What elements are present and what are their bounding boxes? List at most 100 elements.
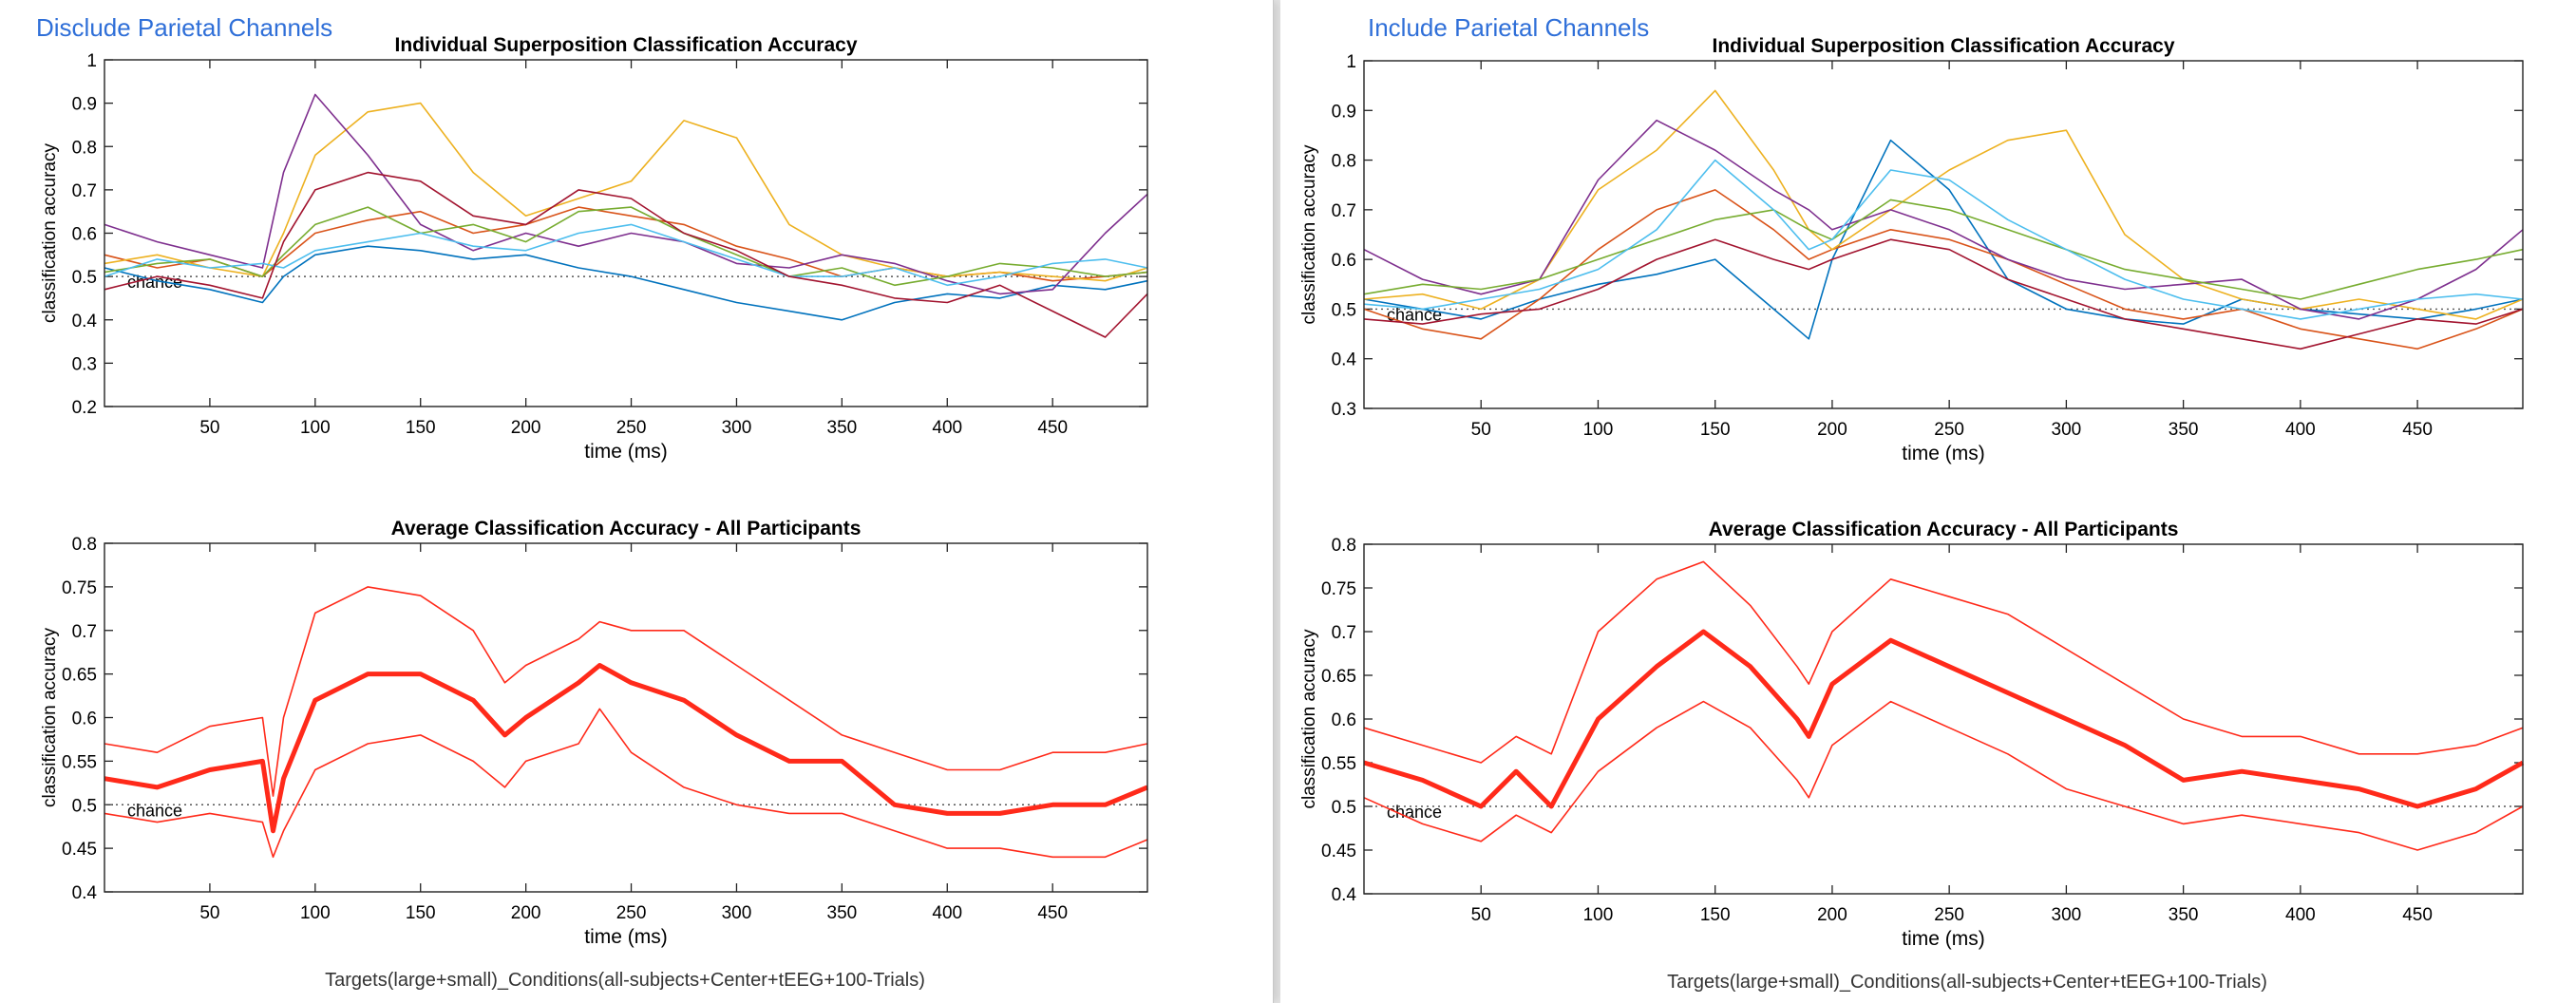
chart-title: Individual Superposition Classification … — [1713, 35, 2175, 57]
chance-label: chance — [127, 801, 182, 820]
x-tick-label: 450 — [2402, 905, 2433, 925]
y-axis-label: classification accuracy — [1299, 629, 1319, 809]
x-tick-label: 50 — [199, 903, 219, 923]
y-tick-label: 0.3 — [72, 354, 97, 374]
series-line-3 — [1363, 89, 2524, 320]
y-tick-label: 0.7 — [1332, 201, 1356, 221]
y-tick-label: 0.3 — [1332, 400, 1356, 420]
plot-frame — [1363, 543, 2524, 895]
x-tick-label: 150 — [406, 418, 436, 438]
x-tick-label: 300 — [2052, 905, 2082, 925]
y-tick-label: 0.5 — [72, 796, 97, 816]
series-line-2 — [104, 206, 1148, 282]
y-tick-label: 0.55 — [1321, 754, 1356, 774]
series-line-lower — [104, 708, 1148, 859]
chart-title: Individual Superposition Classification … — [395, 34, 858, 56]
y-tick-label: 0.8 — [72, 138, 97, 158]
series-line-mean — [104, 663, 1148, 834]
y-tick-label: 0.9 — [72, 95, 97, 115]
chart-title: Average Classification Accuracy - All Pa… — [391, 518, 862, 539]
x-tick-label: 200 — [1817, 420, 1847, 440]
chart-axes: Individual Superposition Classification … — [40, 34, 1148, 463]
x-tick-label: 400 — [932, 903, 962, 923]
y-tick-label: 0.4 — [72, 312, 98, 331]
x-tick-label: 150 — [1700, 420, 1731, 440]
y-tick-label: 1 — [1346, 52, 1356, 72]
x-tick-label: 150 — [1700, 905, 1731, 925]
x-tick-label: 200 — [511, 418, 541, 438]
x-axis-label: time (ms) — [1902, 443, 1985, 464]
chart-axes: Average Classification Accuracy - All Pa… — [40, 518, 1148, 948]
y-tick-label: 0.8 — [1332, 536, 1356, 556]
x-tick-label: 300 — [722, 903, 752, 923]
chart-title: Average Classification Accuracy - All Pa… — [1709, 519, 2179, 540]
left-panel: Disclude Parietal Channels Individual Su… — [0, 0, 1274, 1003]
y-axis-label: classification accuracy — [40, 627, 60, 807]
y-tick-label: 0.6 — [1332, 251, 1356, 271]
x-tick-label: 50 — [1471, 905, 1491, 925]
x-tick-label: 300 — [722, 418, 752, 438]
x-tick-label: 100 — [1583, 420, 1614, 440]
chart-axes: Individual Superposition Classification … — [1299, 35, 2524, 464]
y-tick-label: 0.45 — [62, 840, 97, 860]
y-tick-label: 0.4 — [72, 883, 98, 903]
x-tick-label: 450 — [2402, 420, 2433, 440]
y-tick-label: 0.7 — [72, 181, 97, 201]
y-tick-label: 0.75 — [62, 578, 97, 598]
series-line-1 — [104, 245, 1148, 321]
figure-footer: Targets(large+small)_Conditions(all-subj… — [1667, 972, 2267, 993]
series-line-5 — [1363, 199, 2524, 300]
figure-footer: Targets(large+small)_Conditions(all-subj… — [325, 970, 925, 991]
y-tick-label: 0.6 — [72, 225, 97, 245]
x-tick-label: 350 — [827, 903, 858, 923]
y-tick-label: 0.6 — [72, 710, 97, 729]
y-tick-label: 0.4 — [1332, 350, 1357, 370]
series-line-3 — [104, 102, 1148, 282]
x-tick-label: 450 — [1037, 903, 1068, 923]
y-tick-label: 0.65 — [62, 666, 97, 686]
x-tick-label: 350 — [827, 418, 858, 438]
series-line-6 — [1363, 159, 2524, 320]
chance-label: chance — [1387, 803, 1442, 822]
series-line-2 — [1363, 189, 2524, 350]
y-tick-label: 0.2 — [72, 398, 97, 418]
x-tick-label: 100 — [300, 903, 331, 923]
y-tick-label: 0.7 — [72, 622, 97, 642]
x-axis-label: time (ms) — [584, 441, 668, 463]
y-tick-label: 0.7 — [1332, 623, 1356, 643]
y-tick-label: 0.5 — [1332, 798, 1356, 818]
chart-svg: Individual Superposition Classification … — [40, 34, 1148, 948]
x-tick-label: 250 — [616, 903, 647, 923]
series-line-upper — [1363, 560, 2524, 764]
y-tick-label: 0.65 — [1321, 667, 1356, 687]
series-line-4 — [104, 93, 1148, 295]
x-tick-label: 100 — [1583, 905, 1614, 925]
y-axis-label: classification accuracy — [1299, 144, 1319, 325]
panel-heading: Include Parietal Channels — [1368, 13, 1650, 42]
series-line-mean — [1363, 629, 2525, 809]
x-tick-label: 200 — [511, 903, 541, 923]
x-tick-label: 400 — [932, 418, 962, 438]
chart-svg: Individual Superposition Classification … — [1299, 35, 2525, 950]
x-tick-label: 200 — [1817, 905, 1847, 925]
x-tick-label: 400 — [2285, 905, 2316, 925]
plot-frame — [104, 542, 1148, 893]
x-tick-label: 250 — [1934, 905, 1964, 925]
series-line-6 — [104, 223, 1148, 287]
x-axis-label: time (ms) — [584, 926, 668, 948]
y-tick-label: 0.5 — [1332, 300, 1356, 320]
series-line-upper — [104, 586, 1148, 797]
panel-heading: Disclude Parietal Channels — [36, 13, 333, 42]
x-axis-label: time (ms) — [1902, 928, 1985, 950]
y-axis-label: classification accuracy — [40, 142, 60, 323]
y-tick-label: 0.5 — [72, 268, 97, 288]
x-tick-label: 150 — [406, 903, 436, 923]
y-tick-label: 0.45 — [1321, 842, 1356, 861]
series-line-lower — [1363, 700, 2524, 851]
series-line-7 — [104, 171, 1148, 338]
y-tick-label: 0.75 — [1321, 579, 1356, 599]
y-tick-label: 0.8 — [1332, 152, 1356, 172]
y-tick-label: 1 — [86, 51, 97, 71]
x-tick-label: 400 — [2285, 420, 2316, 440]
x-tick-label: 350 — [2169, 905, 2199, 925]
